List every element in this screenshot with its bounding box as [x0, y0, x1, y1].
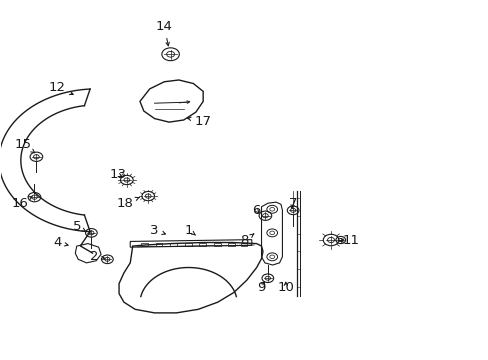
Bar — [170, 243, 177, 246]
Bar — [184, 243, 191, 246]
Text: 14: 14 — [156, 20, 172, 46]
Text: 8: 8 — [240, 234, 253, 247]
Text: 13: 13 — [109, 168, 126, 181]
Text: 9: 9 — [257, 281, 265, 294]
Text: 11: 11 — [339, 234, 359, 247]
Text: 3: 3 — [150, 224, 165, 237]
Bar — [228, 243, 235, 246]
Text: 12: 12 — [49, 81, 73, 95]
Bar — [199, 243, 205, 246]
Bar — [240, 243, 247, 246]
Bar — [141, 243, 147, 246]
Text: 6: 6 — [252, 204, 260, 217]
Text: 2: 2 — [89, 250, 104, 263]
Text: 10: 10 — [277, 281, 294, 294]
Text: 1: 1 — [184, 224, 195, 237]
Text: 4: 4 — [53, 236, 68, 249]
Text: 16: 16 — [11, 197, 32, 210]
Text: 5: 5 — [72, 220, 86, 233]
Text: 17: 17 — [187, 114, 211, 127]
Text: 18: 18 — [117, 197, 139, 210]
Text: 7: 7 — [288, 197, 297, 210]
Bar — [213, 243, 220, 246]
Text: 15: 15 — [15, 138, 35, 153]
Bar — [155, 243, 162, 246]
